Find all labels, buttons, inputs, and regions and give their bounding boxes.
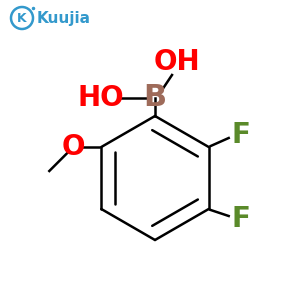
Text: F: F [231,121,250,149]
Text: K: K [17,11,27,25]
Text: B: B [143,83,167,112]
Text: OH: OH [154,48,200,76]
Text: Kuujia: Kuujia [37,11,91,26]
Text: HO: HO [78,84,124,112]
Text: O: O [61,133,85,161]
Text: F: F [231,205,250,233]
